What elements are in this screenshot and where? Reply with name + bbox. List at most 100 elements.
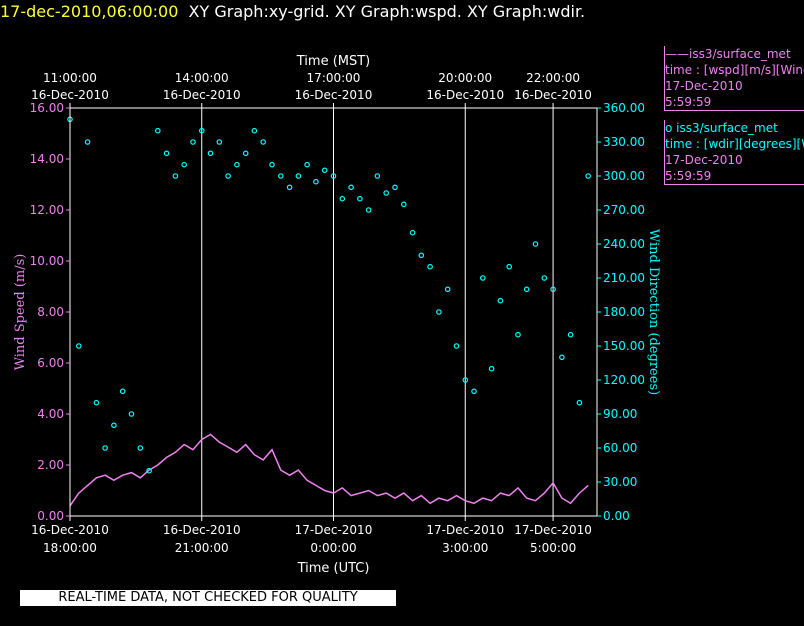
bottom-axis-title: Time (UTC) <box>297 561 370 576</box>
wdir-data-point <box>427 263 433 270</box>
legend-wspd-variable: time : [wspd][m/s][Wind Speed] <box>665 63 804 77</box>
wdir-data-point <box>436 309 442 315</box>
wdir-data-point <box>128 411 135 417</box>
wdir-data-point <box>146 467 152 474</box>
wdir-data-point <box>216 139 223 145</box>
wdir-data-point <box>488 365 495 372</box>
bottom-axis-tick-time: 0:00:00 <box>310 541 356 555</box>
bottom-axis-tick-time: 18:00:00 <box>43 541 97 555</box>
wdir-data-point <box>418 252 425 259</box>
wdir-data-point <box>339 195 346 202</box>
wspd-series-line <box>69 433 589 507</box>
right-axis-tick-label: 90.00 <box>603 407 637 421</box>
qc-warning-banner: REAL-TIME DATA, NOT CHECKED FOR QUALITY <box>20 590 396 606</box>
bottom-axis-tick-date: 17-Dec-2010 <box>295 523 373 537</box>
legend-wspd-date: 17-Dec-2010 <box>665 79 743 93</box>
top-axis-title: Time (MST) <box>296 54 371 69</box>
graph-list-label: XY Graph:xy-grid. XY Graph:wspd. XY Grap… <box>188 2 586 21</box>
right-axis-tick-label: 30.00 <box>603 475 637 489</box>
left-axis-tick-label: 4.00 <box>37 407 64 421</box>
wdir-data-point <box>453 343 460 349</box>
wdir-data-point <box>374 173 381 179</box>
right-axis-tick-label: 210.00 <box>603 271 645 285</box>
top-axis-tick-time: 11:00:00 <box>43 71 97 85</box>
wdir-data-point <box>479 275 486 281</box>
wdir-data-point <box>357 195 363 202</box>
wdir-data-point <box>190 139 196 145</box>
wdir-data-point <box>84 139 91 145</box>
graph-title-bar: 17-dec-2010,06:00:00 XY Graph:xy-grid. X… <box>0 0 585 24</box>
top-axis-tick-date: 16-Dec-2010 <box>163 88 241 102</box>
wdir-data-point <box>462 377 469 383</box>
bottom-axis-tick-time: 3:00:00 <box>442 541 488 555</box>
wdir-data-point <box>260 139 267 145</box>
plot-area <box>67 108 592 516</box>
wdir-data-point <box>330 173 337 179</box>
top-axis-tick-time: 14:00:00 <box>175 71 229 85</box>
wdir-data-point <box>277 173 284 179</box>
wdir-data-point <box>523 286 530 293</box>
left-axis-tick-label: 16.00 <box>30 101 64 115</box>
right-axis-title: Wind Direction (degrees) <box>646 229 661 395</box>
wdir-data-point <box>304 161 310 168</box>
wdir-data-point <box>559 354 565 361</box>
wdir-data-point <box>313 178 319 185</box>
wdir-data-point <box>365 207 372 213</box>
wdir-data-point <box>207 150 214 157</box>
wdir-data-point <box>111 422 117 429</box>
wdir-data-point <box>576 399 583 406</box>
wdir-data-point <box>181 161 188 168</box>
right-axis-tick-label: 120.00 <box>603 373 645 387</box>
wdir-data-point <box>383 190 390 196</box>
left-axis-tick-label: 10.00 <box>30 254 64 268</box>
legend-wdir-series: o iss3/surface_met <box>665 121 778 135</box>
wdir-data-point <box>93 399 100 406</box>
wdir-data-point <box>76 343 82 349</box>
wdir-data-point <box>506 263 513 270</box>
right-axis-tick-label: 360.00 <box>603 101 645 115</box>
top-axis-tick-date: 16-Dec-2010 <box>514 88 592 102</box>
wdir-data-point <box>400 201 407 208</box>
wdir-data-point <box>471 388 477 395</box>
legend-wspd-series: ——iss3/surface_met <box>665 47 791 61</box>
right-axis-tick-label: 150.00 <box>603 339 645 353</box>
wdir-data-point <box>392 184 398 191</box>
wdir-data-point <box>348 184 354 191</box>
left-axis-tick-label: 2.00 <box>37 458 64 472</box>
legend-wdir-variable: time : [wdir][degrees][Wind Direction] <box>665 137 804 151</box>
bottom-axis-tick-date: 16-Dec-2010 <box>163 523 241 537</box>
wdir-data-point <box>242 150 249 157</box>
wdir-data-point <box>225 173 231 179</box>
top-axis-tick-time: 17:00:00 <box>307 71 361 85</box>
legend-wdir-date: 17-Dec-2010 <box>665 153 743 167</box>
left-axis-tick-label: 14.00 <box>30 152 64 166</box>
bottom-axis-tick-date: 17-Dec-2010 <box>514 523 592 537</box>
left-axis-tick-label: 6.00 <box>37 356 64 370</box>
top-axis-tick-date: 16-Dec-2010 <box>295 88 373 102</box>
legend-wdir: o iss3/surface_met time : [wdir][degrees… <box>664 120 804 185</box>
wdir-data-point <box>102 445 108 451</box>
axes: Time (MST) 11:00:00 16-Dec-2010 14:00:00 16-… <box>13 54 661 576</box>
timestamp-label: 17-dec-2010,06:00:00 <box>0 2 179 21</box>
top-axis-tick-date: 16-Dec-2010 <box>31 88 109 102</box>
legend-wspd: ——iss3/surface_met time : [wspd][m/s][Wi… <box>664 46 804 111</box>
right-axis-tick-label: 270.00 <box>603 203 645 217</box>
legend-wdir-time: 5:59:59 <box>665 169 712 183</box>
wdir-data-point <box>199 127 205 134</box>
wdir-data-point <box>119 388 126 395</box>
right-axis-tick-label: 330.00 <box>603 135 645 149</box>
wdir-data-point <box>172 173 179 179</box>
bottom-axis-tick-time: 21:00:00 <box>175 541 229 555</box>
right-axis-tick-label: 240.00 <box>603 237 645 251</box>
wdir-data-point <box>532 241 539 247</box>
wdir-data-point <box>155 127 161 134</box>
wdir-data-point <box>585 173 592 179</box>
bottom-axis-tick-date: 16-Dec-2010 <box>31 523 109 537</box>
wdir-data-point <box>444 286 451 293</box>
wdir-data-point <box>321 167 328 174</box>
left-axis-tick-label: 12.00 <box>30 203 64 217</box>
left-axis-tick-label: 0.00 <box>37 509 64 523</box>
wdir-data-point <box>295 173 302 179</box>
right-axis-tick-label: 300.00 <box>603 169 645 183</box>
